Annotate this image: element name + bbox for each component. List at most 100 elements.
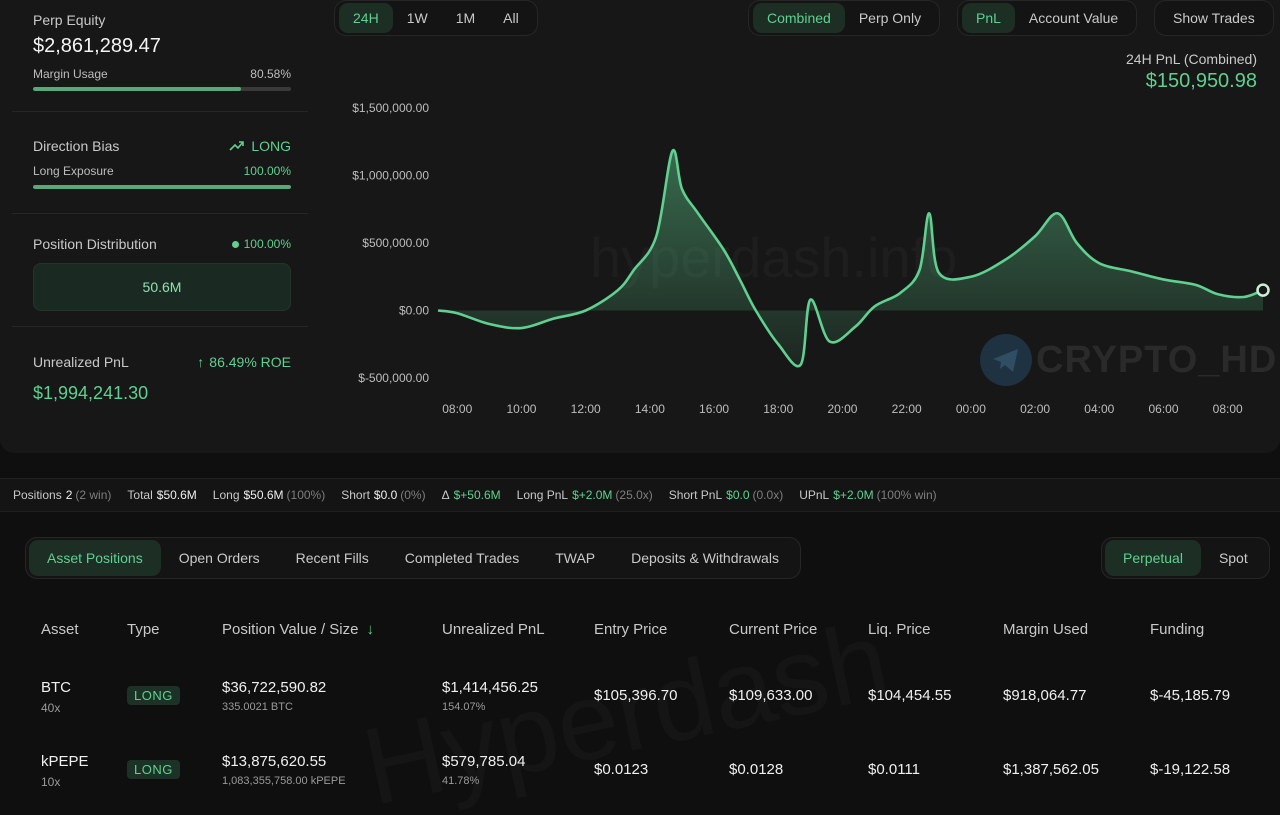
perp-equity-value: $2,861,289.47: [33, 35, 161, 57]
x-tick-label: 06:00: [1148, 402, 1178, 416]
margin-usage-row: Margin Usage 80.58%: [33, 67, 291, 81]
tab-completed-trades[interactable]: Completed Trades: [404, 550, 520, 566]
margin-usage-label: Margin Usage: [33, 67, 108, 81]
col-type[interactable]: Type: [127, 621, 160, 638]
x-tick-label: 22:00: [892, 402, 922, 416]
row-liq-price: $104,454.55: [868, 687, 952, 704]
tab-perpetual[interactable]: Perpetual: [1105, 540, 1201, 576]
mode-tab-combined[interactable]: Combined: [753, 3, 845, 33]
chart-header-label: 24H PnL (Combined): [1126, 51, 1257, 67]
tab-asset-positions[interactable]: Asset Positions: [29, 540, 161, 576]
stat-total-value: $50.6M: [156, 488, 197, 502]
chart-header-value: $150,950.98: [1145, 70, 1257, 92]
range-tab-1m[interactable]: 1M: [455, 10, 476, 26]
position-distribution-value: 100.00%: [243, 237, 291, 251]
col-unrealized-pnl[interactable]: Unrealized PnL: [442, 621, 545, 638]
row-leverage: 10x: [41, 775, 61, 789]
position-tabs: Asset Positions Open Orders Recent Fills…: [25, 537, 801, 579]
row-funding: $-45,185.79: [1150, 687, 1231, 704]
range-selector: 24H 1W 1M All: [334, 0, 538, 36]
col-funding[interactable]: Funding: [1150, 621, 1205, 638]
perp-equity: Perp Equity $2,861,289.47 Margin Usage 8…: [33, 12, 291, 91]
direction-bias-indicator: LONG: [229, 138, 291, 154]
x-tick-label: 20:00: [827, 402, 857, 416]
row-position-size: 1,083,355,758.00 kPEPE: [222, 775, 346, 787]
row-entry-price: $0.0123: [594, 761, 649, 778]
x-tick-label: 08:00: [442, 402, 472, 416]
stat-long-pnl-value: $+2.0M: [572, 488, 613, 502]
row-leverage: 40x: [41, 701, 61, 715]
stat-short-pnl: Short PnL $0.0 (0.0x): [669, 488, 783, 502]
margin-usage-value: 80.58%: [250, 67, 291, 81]
arrow-down-icon[interactable]: ↓: [366, 621, 374, 638]
row-asset[interactable]: BTC: [41, 679, 71, 696]
metric-tab-pnl[interactable]: PnL: [962, 3, 1015, 33]
stat-upnl-label: UPnL: [799, 488, 830, 502]
row-pnl-percent: 41.78%: [442, 775, 480, 787]
account-summary: Perp Equity $2,861,289.47 Margin Usage 8…: [0, 0, 308, 453]
row-pnl-percent: 154.07%: [442, 701, 486, 713]
tab-spot[interactable]: Spot: [1218, 550, 1248, 566]
stat-long: Long $50.6M (100%): [213, 488, 325, 502]
long-exposure-bar: [33, 185, 291, 189]
show-trades-button[interactable]: Show Trades: [1173, 10, 1255, 26]
range-tab-all[interactable]: All: [503, 10, 519, 26]
margin-usage-bar: [33, 87, 291, 91]
position-distribution: Position Distribution 100.00% 50.6M: [33, 236, 291, 311]
range-tab-24h[interactable]: 24H: [339, 3, 393, 33]
pnl-chart: $1,500,000.00 $1,000,000.00 $500,000.00 $0.…: [352, 101, 1270, 416]
stat-positions: Positions 2 (2 win): [13, 488, 111, 502]
position-distribution-label: Position Distribution: [33, 236, 157, 252]
position-distribution-block[interactable]: 50.6M: [33, 263, 291, 311]
metric-tab-account-value[interactable]: Account Value: [1028, 10, 1119, 26]
brand-watermark: CRYPTO_HD: [980, 334, 1277, 386]
margin-usage-bar-fill: [33, 87, 241, 91]
metric-selector: PnL Account Value: [957, 0, 1138, 36]
row-entry-price: $105,396.70: [594, 687, 678, 704]
row-asset[interactable]: kPEPE: [41, 753, 89, 770]
row-margin-used: $1,387,562.05: [1003, 761, 1099, 778]
range-tab-1w[interactable]: 1W: [406, 10, 428, 26]
x-tick-label: 18:00: [763, 402, 793, 416]
direction-bias-value: LONG: [251, 138, 291, 154]
col-position-value[interactable]: Position Value / Size ↓: [222, 621, 374, 638]
stat-long-note: (100%): [286, 488, 326, 502]
top-panel: Perp Equity $2,861,289.47 Margin Usage 8…: [0, 0, 1277, 453]
row-unrealized-pnl: $1,414,456.25: [442, 679, 538, 696]
row-unrealized-pnl: $579,785.04: [442, 753, 526, 770]
unrealized-pnl-roe: 86.49% ROE: [209, 354, 291, 370]
long-exposure-bar-fill: [33, 185, 291, 189]
y-tick-label: $500,000.00: [362, 236, 429, 250]
unrealized-pnl-label: Unrealized PnL: [33, 354, 129, 370]
col-entry-price[interactable]: Entry Price: [594, 621, 668, 638]
x-tick-label: 08:00: [1213, 402, 1243, 416]
x-tick-label: 04:00: [1084, 402, 1114, 416]
brand-watermark-text: CRYPTO_HD: [1036, 338, 1278, 381]
stat-total-label: Total: [127, 488, 153, 502]
pnl-line: [437, 148, 1264, 368]
long-exposure-value: 100.00%: [243, 164, 291, 178]
last-point-marker: [1256, 283, 1270, 297]
col-asset[interactable]: Asset: [41, 621, 79, 638]
stat-total: Total $50.6M: [127, 488, 196, 502]
x-tick-label: 16:00: [699, 402, 729, 416]
row-current-price: $0.0128: [729, 761, 784, 778]
tab-recent-fills[interactable]: Recent Fills: [295, 550, 369, 566]
stat-short-note: (0%): [400, 488, 426, 502]
tab-open-orders[interactable]: Open Orders: [178, 550, 260, 566]
tab-twap[interactable]: TWAP: [555, 550, 596, 566]
col-margin-used[interactable]: Margin Used: [1003, 621, 1089, 638]
x-tick-label: 10:00: [506, 402, 536, 416]
col-current-price[interactable]: Current Price: [729, 621, 818, 638]
row-position-size: 335.0021 BTC: [222, 701, 293, 713]
mode-tab-perp-only[interactable]: Perp Only: [858, 10, 922, 26]
stat-upnl: UPnL $+2.0M (100% win): [799, 488, 936, 502]
mode-selector: Combined Perp Only: [748, 0, 941, 36]
y-tick-label: $1,500,000.00: [352, 101, 429, 115]
row-liq-price: $0.0111: [868, 761, 920, 778]
col-liq-price[interactable]: Liq. Price: [868, 621, 931, 638]
pnl-area: [438, 150, 1263, 367]
market-toggle: Perpetual Spot: [1101, 537, 1270, 579]
y-tick-label: $1,000,000.00: [352, 169, 429, 183]
tab-deposits-withdrawals[interactable]: Deposits & Withdrawals: [631, 550, 779, 566]
